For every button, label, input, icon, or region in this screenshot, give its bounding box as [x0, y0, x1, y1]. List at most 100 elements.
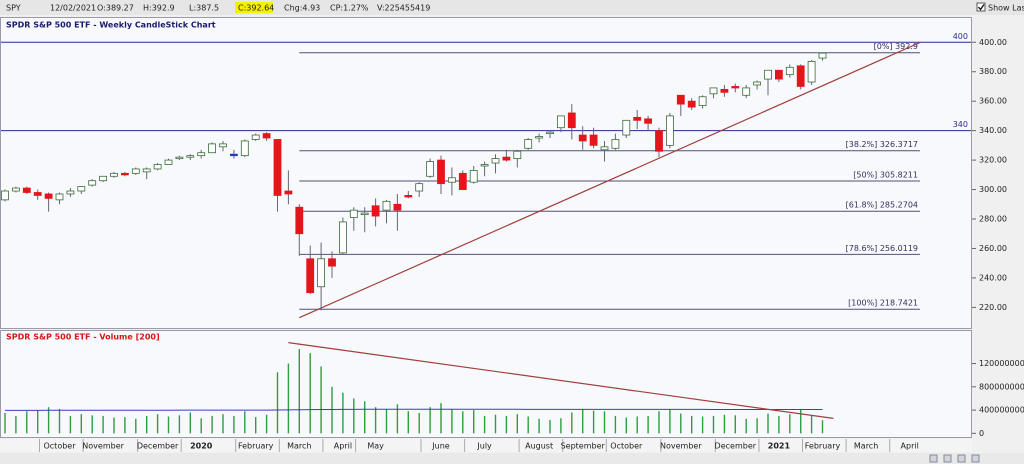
- candle-body: [131, 168, 140, 174]
- fib-label: [38.2%] 326.3717: [846, 140, 918, 149]
- candle-body: [437, 159, 445, 185]
- candle-body: [753, 81, 761, 86]
- y-tick-label: 800000000: [979, 382, 1024, 391]
- y-tick-label: 1200000000: [979, 359, 1024, 368]
- x-tick-label: May: [367, 442, 384, 451]
- candle-body: [219, 143, 227, 148]
- y-tick-label: 360.00: [979, 97, 1007, 106]
- candle-body: [633, 116, 642, 121]
- x-tick-label: 2021: [768, 442, 791, 451]
- scrollbar[interactable]: [0, 453, 1024, 464]
- candle-body: [742, 87, 751, 96]
- candle-body: [262, 133, 271, 139]
- candle-body: [546, 131, 554, 135]
- candle-body: [524, 139, 533, 149]
- candle-body: [306, 258, 315, 294]
- candle-body: [328, 258, 336, 267]
- x-axis-strip: [0, 439, 972, 452]
- candle-body: [807, 61, 816, 83]
- candle-body: [480, 164, 489, 167]
- candle-body: [349, 209, 358, 218]
- candle-body: [676, 94, 685, 105]
- open: O:389.27: [97, 4, 134, 13]
- candle-body: [186, 155, 195, 158]
- volume-panel: [0, 330, 972, 438]
- volume-average: [5, 408, 823, 411]
- y-tick-label: 260.00: [979, 244, 1007, 253]
- candle-body: [55, 193, 64, 201]
- candle-body: [655, 130, 663, 152]
- x-tick-label: March: [287, 442, 311, 451]
- candle-body: [535, 136, 543, 139]
- candle-body: [66, 190, 75, 195]
- x-tick-label: December: [137, 442, 179, 451]
- candle-body: [99, 175, 107, 182]
- x-tick-label: December: [715, 442, 757, 451]
- candle-body: [142, 168, 151, 173]
- level-label: 400: [953, 32, 968, 41]
- y-tick-label: 380.00: [979, 67, 1007, 76]
- show-last-checkbox[interactable]: [976, 2, 986, 12]
- price-panel: [0, 17, 972, 329]
- fib-label: [0%] 392.9: [874, 42, 918, 51]
- low: L:387.5: [189, 4, 219, 13]
- volume: V:225455419: [377, 4, 430, 13]
- candle-body: [110, 172, 118, 177]
- candle-body: [44, 193, 53, 199]
- candle-body: [709, 87, 718, 95]
- candle-body: [164, 159, 173, 165]
- candle-body: [513, 150, 522, 160]
- volume-title: SPDR S&P 500 ETF - Volume [200]: [6, 333, 160, 342]
- candle-body: [611, 139, 620, 149]
- y-tick-label: 220.00: [979, 303, 1007, 312]
- candle-body: [731, 86, 740, 89]
- candle-body: [393, 203, 402, 211]
- x-tick-label: September: [561, 442, 606, 451]
- candle-body: [644, 118, 652, 124]
- y-tick-label: 400.00: [979, 38, 1007, 47]
- x-tick-label: October: [43, 442, 76, 451]
- close: C:392.64: [238, 4, 274, 13]
- change-pct: CP:1.27%: [330, 4, 369, 13]
- candle-body: [88, 180, 97, 186]
- candle-body: [578, 134, 587, 142]
- candle-body: [458, 172, 467, 190]
- candle-body: [557, 115, 565, 129]
- checkmark: [977, 4, 985, 11]
- x-tick-label: November: [82, 442, 124, 451]
- candle-body: [251, 134, 260, 140]
- trendline: [288, 342, 834, 419]
- scroll-button[interactable]: [929, 454, 938, 463]
- x-tick-label: April: [901, 442, 919, 451]
- x-tick-label: March: [854, 442, 878, 451]
- x-tick-label: August: [525, 442, 553, 451]
- high: H:392.9: [143, 4, 175, 13]
- fib-label: [50%] 305.8211: [853, 170, 918, 179]
- price-title: SPDR S&P 500 ETF - Weekly CandleStick Ch…: [6, 21, 216, 30]
- candle-body: [121, 172, 129, 176]
- candle-body: [1, 190, 9, 201]
- candle-body: [175, 156, 184, 160]
- candle-body: [284, 190, 293, 195]
- symbol: SPY: [6, 4, 21, 13]
- candle-body: [600, 146, 609, 151]
- candle-body: [818, 52, 827, 59]
- scroll-button[interactable]: [957, 454, 966, 463]
- candle-body: [338, 221, 347, 254]
- scroll-button[interactable]: [943, 454, 952, 463]
- scroll-button[interactable]: [971, 454, 980, 463]
- level-label: 340: [953, 120, 968, 129]
- trendline: [299, 41, 921, 319]
- y-tick-label: 0: [979, 429, 984, 438]
- candle-body: [22, 187, 31, 193]
- candle-body: [33, 192, 42, 196]
- candle-body: [796, 65, 805, 87]
- x-tick-label: June: [431, 442, 450, 451]
- fib-label: [100%] 218.7421: [848, 299, 918, 308]
- candle-body: [666, 115, 674, 146]
- show-last-label[interactable]: Show Last: [988, 4, 1024, 13]
- y-tick-label: 320.00: [979, 156, 1007, 165]
- x-tick-label: November: [660, 442, 702, 451]
- y-tick-label: 240.00: [979, 273, 1007, 282]
